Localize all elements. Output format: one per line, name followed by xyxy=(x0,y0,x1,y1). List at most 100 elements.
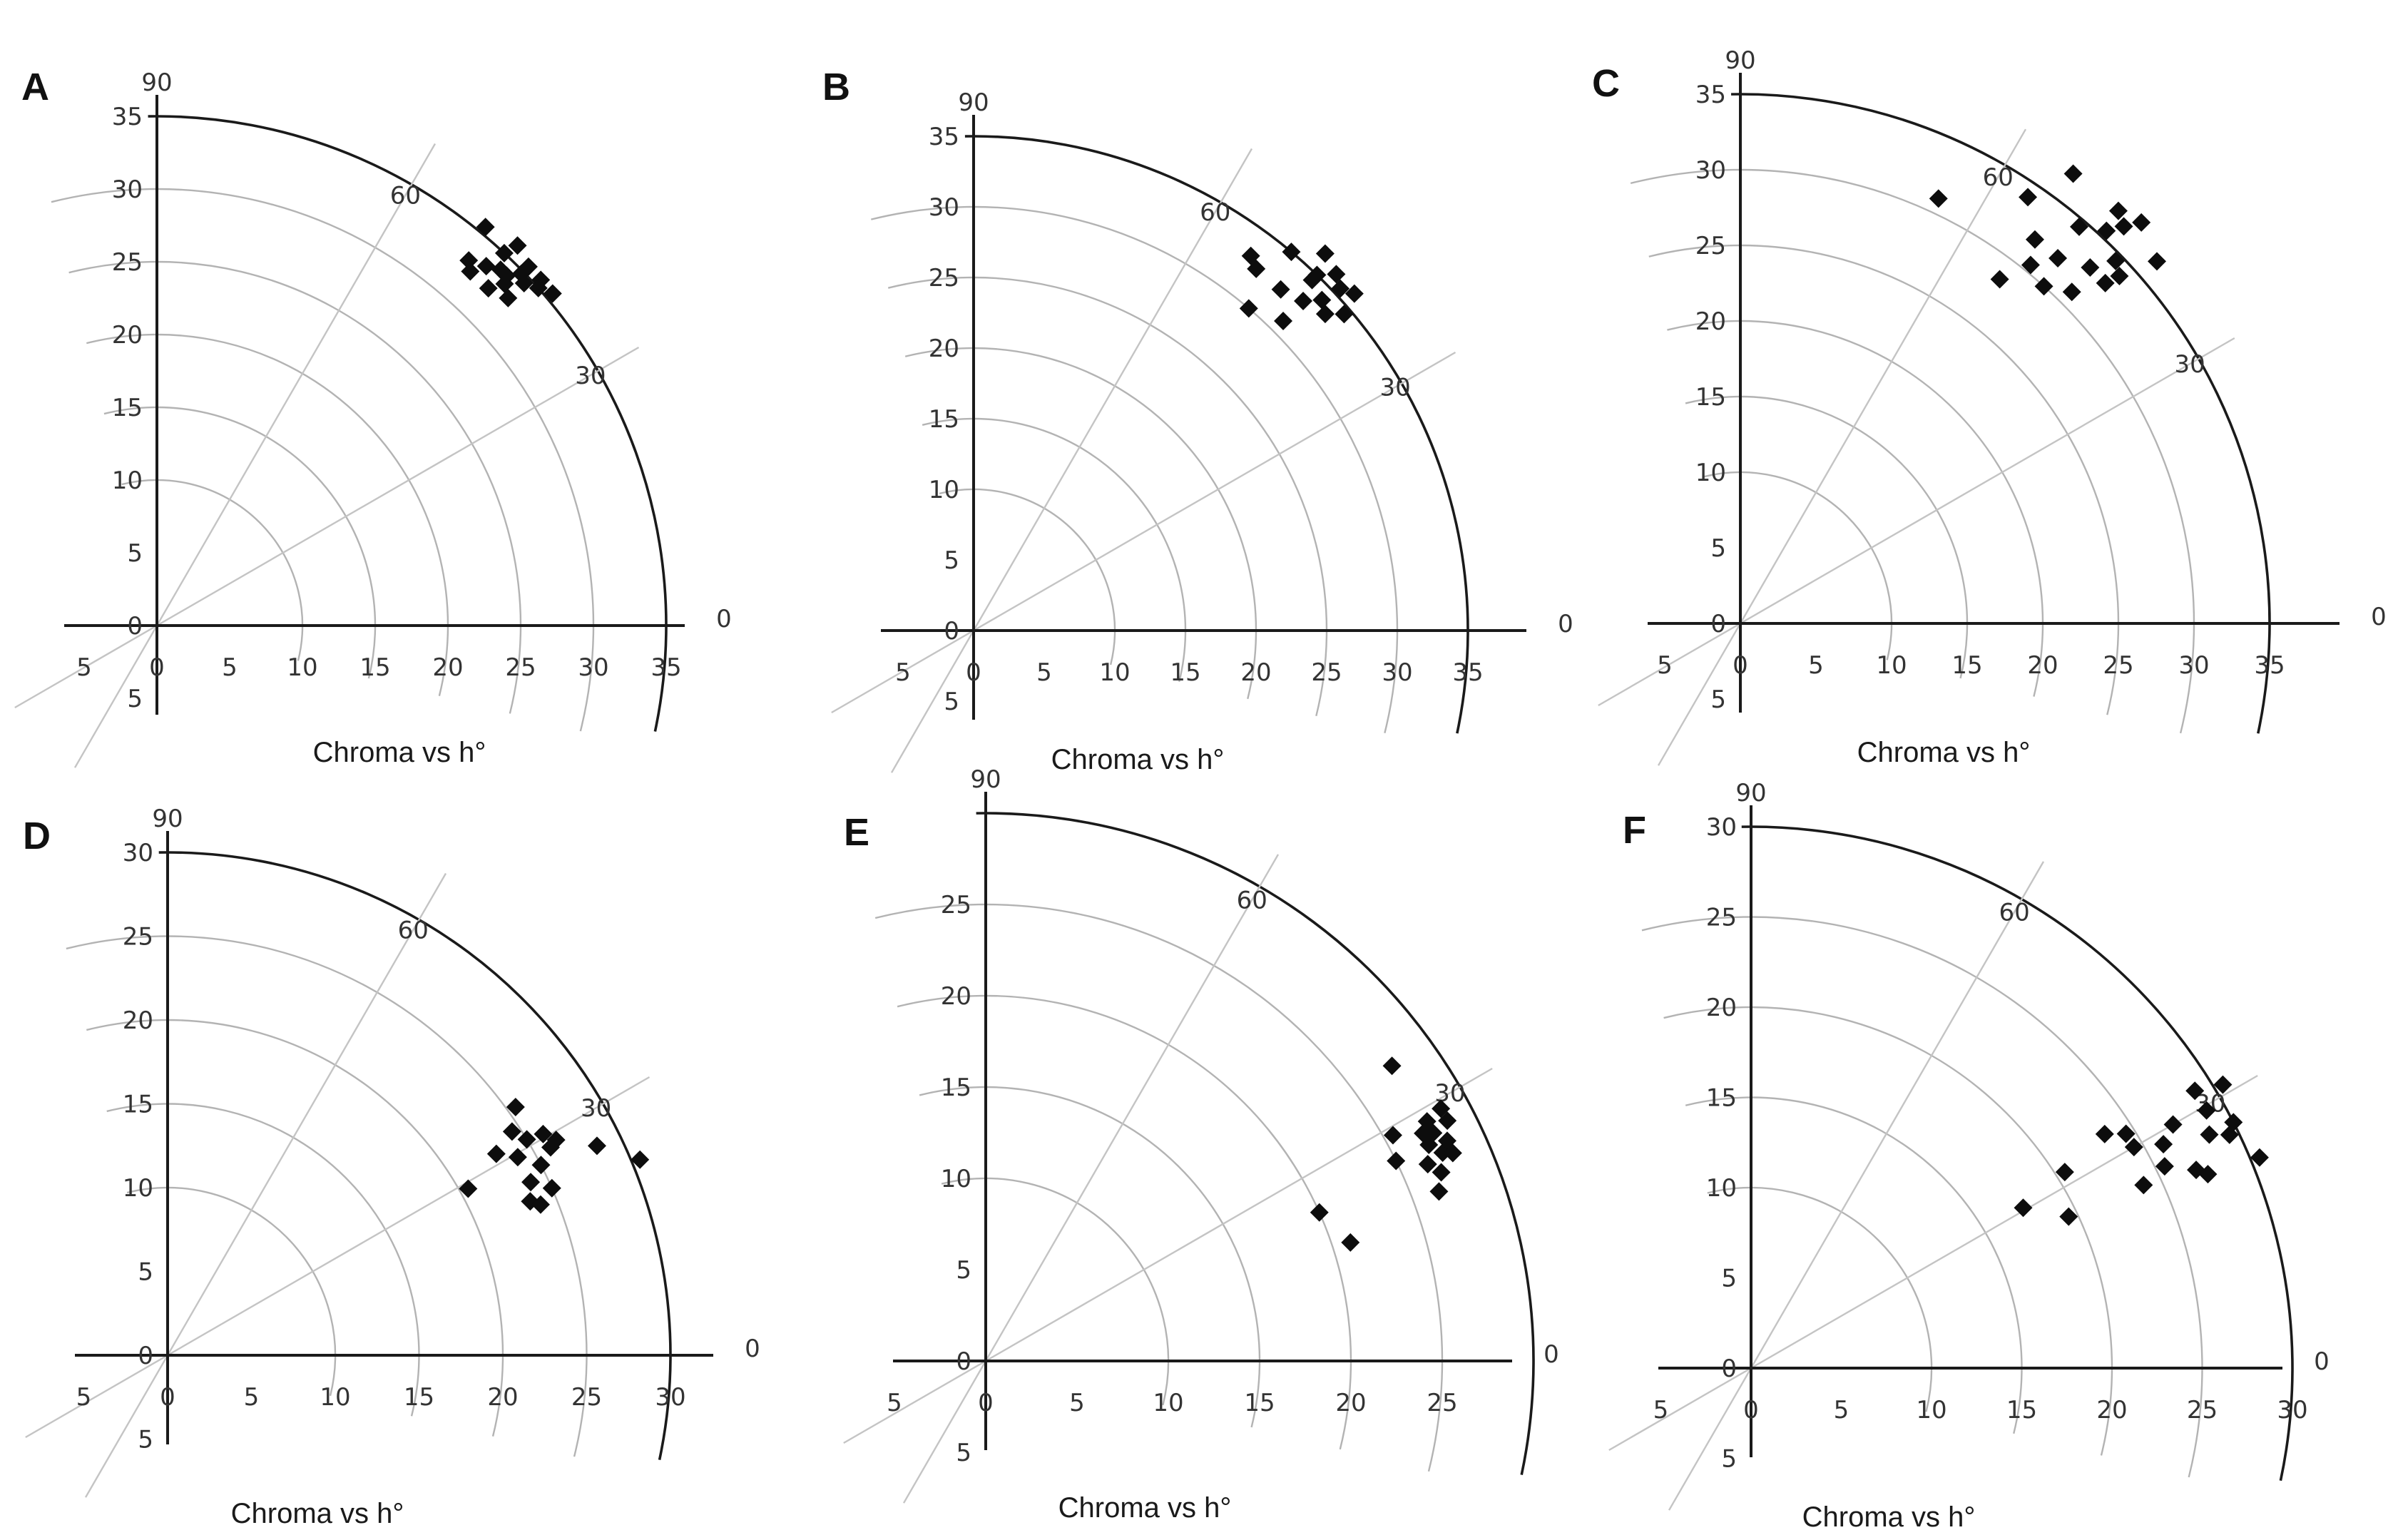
outer-boundary-arc xyxy=(158,851,672,1460)
data-point xyxy=(494,243,514,262)
data-point xyxy=(491,260,510,280)
grid-ring xyxy=(1707,1186,1933,1412)
x-tick-label: 25 xyxy=(571,1383,602,1412)
angle-ray-60 xyxy=(84,872,447,1498)
x-tick-label: 35 xyxy=(2254,651,2285,680)
angle-label-60: 60 xyxy=(1200,198,1230,227)
data-point xyxy=(2163,1115,2183,1134)
data-point xyxy=(2134,1176,2153,1195)
chart-title: Chroma vs h° xyxy=(1802,1501,1976,1533)
data-point xyxy=(1443,1143,1462,1163)
radial-tick-label: 20 xyxy=(929,335,959,363)
radial-tick-label: 0 xyxy=(956,1347,971,1376)
data-point xyxy=(2124,1138,2143,1157)
data-point xyxy=(479,279,498,298)
data-point xyxy=(2059,1207,2078,1226)
angle-label-0: 0 xyxy=(1544,1340,1559,1369)
angle-ray-30 xyxy=(831,351,1456,714)
data-point xyxy=(2155,1157,2174,1176)
angle-label-60: 60 xyxy=(390,181,421,210)
x-tick-label: 20 xyxy=(2096,1396,2127,1424)
data-point xyxy=(1310,1203,1329,1222)
data-point xyxy=(2096,273,2115,292)
angle-ray-30 xyxy=(14,346,640,709)
grid-ring xyxy=(904,347,1257,700)
grid-ring xyxy=(939,488,1116,666)
x-tick-label: 5 xyxy=(1657,651,1673,680)
x-tick-label: 10 xyxy=(1153,1389,1183,1417)
radial-tick-label: 25 xyxy=(929,264,959,292)
outer-boundary-arc xyxy=(964,135,1469,734)
radial-tick-label: 0 xyxy=(138,1342,153,1370)
angle-ray-60 xyxy=(902,854,1280,1504)
angle-label-90: 90 xyxy=(1725,46,1755,75)
angle-label-90: 90 xyxy=(970,765,1001,794)
grid-ring xyxy=(121,479,304,661)
data-point xyxy=(2197,1101,2216,1120)
x-tick-label: 20 xyxy=(487,1383,518,1412)
data-point xyxy=(2014,1198,2033,1218)
data-point xyxy=(1990,270,2009,289)
data-point xyxy=(2097,221,2116,240)
panel-letter: A xyxy=(21,66,49,108)
negative-radial-tick-label: 5 xyxy=(956,1439,971,1467)
outer-boundary-arc xyxy=(148,115,668,732)
data-point xyxy=(511,264,531,283)
radial-tick-label: 10 xyxy=(1695,459,1726,487)
radial-tick-label: 5 xyxy=(956,1256,971,1285)
angle-label-60: 60 xyxy=(1999,899,2030,927)
data-point xyxy=(1429,1182,1449,1201)
data-point xyxy=(1247,259,1266,278)
panel-letter: B xyxy=(822,66,850,108)
data-point xyxy=(2081,258,2100,277)
chart-title: Chroma vs h° xyxy=(313,737,486,768)
radial-tick-label: 0 xyxy=(127,612,143,641)
data-point xyxy=(631,1150,650,1169)
radial-tick-label: 20 xyxy=(123,1006,153,1035)
x-tick-label: 5 xyxy=(1069,1389,1085,1417)
negative-radial-tick-label: 5 xyxy=(944,688,959,716)
x-tick-label: 30 xyxy=(655,1383,685,1412)
radial-tick-label: 0 xyxy=(1710,610,1726,638)
x-tick-label: 25 xyxy=(505,653,536,682)
radial-tick-label: 30 xyxy=(112,175,143,204)
grid-ring xyxy=(897,994,1352,1450)
data-point xyxy=(517,1130,536,1149)
angle-ray-30 xyxy=(1598,337,2235,707)
radial-tick-label: 25 xyxy=(123,923,153,952)
x-tick-label: 10 xyxy=(1876,651,1907,680)
data-point xyxy=(2132,213,2151,232)
x-tick-label: 0 xyxy=(1733,651,1748,680)
grid-ring xyxy=(86,333,449,696)
data-point xyxy=(587,1136,606,1156)
data-point xyxy=(1294,291,1313,310)
x-tick-label: 10 xyxy=(1916,1396,1946,1424)
outer-boundary-arc xyxy=(1731,93,2271,734)
data-point xyxy=(2250,1148,2269,1167)
data-point xyxy=(1929,189,1948,208)
angle-label-60: 60 xyxy=(1237,886,1267,914)
outer-boundary-arc xyxy=(1741,825,2294,1482)
data-point xyxy=(2116,1124,2136,1143)
panel-letter: F xyxy=(1623,809,1646,852)
radial-tick-label: 10 xyxy=(929,476,959,504)
radial-tick-label: 30 xyxy=(929,193,959,222)
x-tick-label: 0 xyxy=(160,1383,175,1412)
data-point xyxy=(499,288,518,307)
data-point xyxy=(508,236,527,255)
data-point xyxy=(1239,299,1258,318)
x-tick-label: 0 xyxy=(978,1389,994,1417)
grid-ring xyxy=(126,1186,337,1397)
data-point xyxy=(2019,188,2038,207)
x-tick-label: 5 xyxy=(1036,658,1052,687)
data-point xyxy=(476,257,496,276)
x-tick-label: 0 xyxy=(966,658,981,687)
radial-tick-label: 20 xyxy=(941,982,971,1011)
grid-ring xyxy=(919,1086,1261,1428)
grid-ring xyxy=(1685,1096,2023,1434)
data-point xyxy=(459,251,479,270)
data-point xyxy=(1327,265,1346,284)
data-point xyxy=(1424,1123,1443,1143)
